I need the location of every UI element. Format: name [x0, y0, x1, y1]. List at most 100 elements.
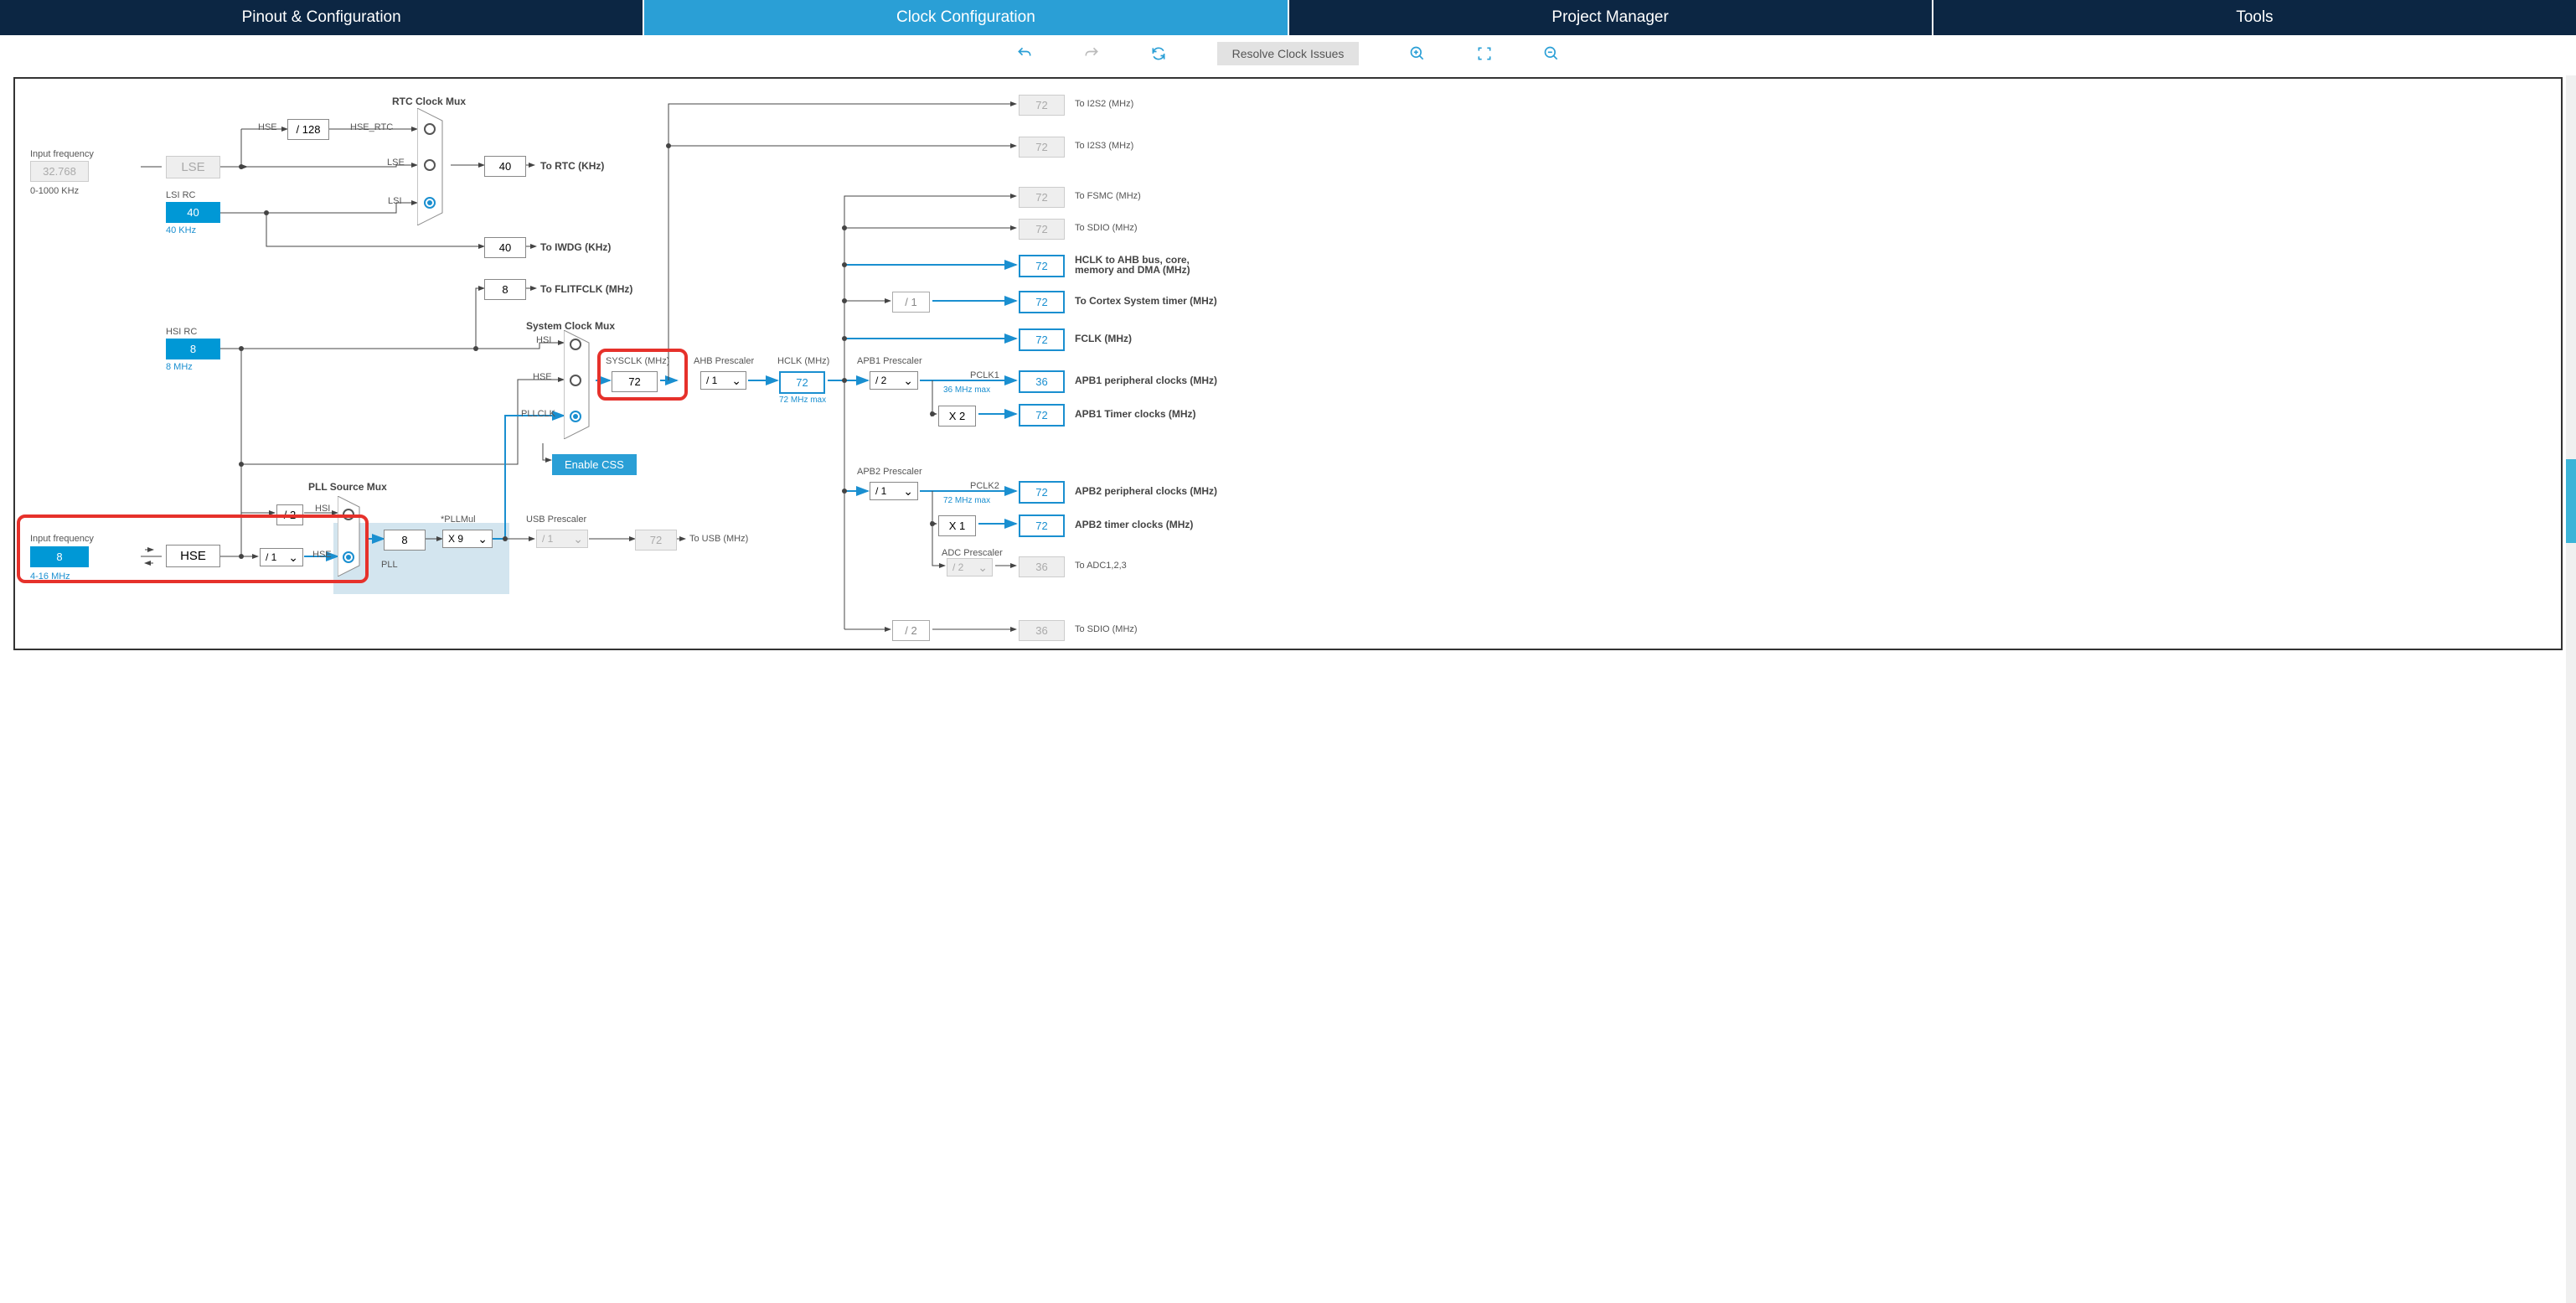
label-to-fsmc: To FSMC (MHz) [1075, 191, 1141, 201]
sdio-prescaler-box: / 2 [892, 620, 930, 641]
scrollbar-right[interactable] [2566, 75, 2576, 1303]
label-input-freq-top: Input frequency [30, 149, 94, 159]
refresh-icon[interactable] [1150, 45, 1167, 62]
i2s3-box: 72 [1019, 137, 1065, 158]
label-range-bot: 4-16 MHz [30, 571, 70, 582]
sys-mux-hse-radio[interactable] [570, 375, 581, 385]
apb2-x-box: X 1 [938, 515, 976, 536]
label-apb1-periph: APB1 peripheral clocks (MHz) [1075, 375, 1217, 386]
label-to-i2s2: To I2S2 (MHz) [1075, 99, 1133, 109]
apb2-periph-box: 72 [1019, 481, 1065, 504]
toolbar: Resolve Clock Issues [0, 35, 2576, 72]
label-pllclk: PLLCLK [521, 409, 555, 419]
label-lsi-khz: 40 KHz [166, 225, 196, 235]
tab-clock[interactable]: Clock Configuration [644, 0, 1288, 35]
sdio-box: 72 [1019, 219, 1065, 240]
hclk-out-box: 72 [1019, 255, 1065, 277]
adc-out-box: 36 [1019, 556, 1065, 577]
usb-prescaler-select: / 1 [536, 530, 588, 548]
label-pclk1-max: 36 MHz max [943, 385, 990, 395]
label-hse-mux: HSE [312, 550, 332, 560]
label-lse-sig: LSE [387, 158, 405, 168]
label-range-top: 0-1000 KHz [30, 186, 79, 196]
i2s2-box: 72 [1019, 95, 1065, 116]
lsi-box: 40 [166, 202, 220, 223]
rtc-out-box[interactable]: 40 [484, 156, 526, 177]
label-hse-rtc: HSE_RTC [350, 122, 393, 132]
label-hclk: HCLK (MHz) [777, 356, 829, 366]
label-adc-pre: ADC Prescaler [942, 548, 1003, 558]
adc-prescaler-select: / 2 [947, 558, 993, 577]
label-pclk2-max: 72 MHz max [943, 496, 990, 505]
fclk-box: 72 [1019, 328, 1065, 351]
label-hsi-mux: HSI [315, 504, 330, 514]
label-lsi-sig: LSI [388, 196, 402, 206]
label-to-sdio: To SDIO (MHz) [1075, 223, 1138, 233]
hclk-box[interactable]: 72 [779, 371, 825, 394]
rtc-mux-lse-radio[interactable] [425, 160, 435, 170]
div128-box: / 128 [287, 119, 329, 140]
apb1-prescaler-select[interactable]: / 2 [870, 371, 918, 390]
redo-icon[interactable] [1083, 45, 1100, 62]
label-pclk2: PCLK2 [970, 481, 999, 491]
label-rtc-mux: RTC Clock Mux [392, 96, 466, 107]
tab-pinout[interactable]: Pinout & Configuration [0, 0, 644, 35]
label-pclk1: PCLK1 [970, 370, 999, 380]
label-apb2-timer: APB2 timer clocks (MHz) [1075, 519, 1193, 530]
rtc-mux-hse-radio[interactable] [425, 124, 435, 134]
label-hclk-ahb: HCLK to AHB bus, core, memory and DMA (M… [1075, 255, 1217, 275]
apb1-periph-box: 36 [1019, 370, 1065, 393]
apb1-timer-box: 72 [1019, 404, 1065, 427]
label-pllmul: *PLLMul [441, 514, 476, 525]
label-apb1-timer: APB1 Timer clocks (MHz) [1075, 408, 1196, 420]
zoom-out-icon[interactable] [1543, 45, 1560, 62]
apb1-x-box: X 2 [938, 406, 976, 427]
label-to-sdio2: To SDIO (MHz) [1075, 624, 1138, 634]
label-to-adc: To ADC1,2,3 [1075, 561, 1127, 571]
label-to-cortex: To Cortex System timer (MHz) [1075, 295, 1217, 307]
top-nav: Pinout & Configuration Clock Configurati… [0, 0, 2576, 35]
hse-prescaler-select[interactable]: / 1 [260, 548, 303, 566]
hsi-box: 8 [166, 339, 220, 359]
rtc-mux [417, 108, 452, 225]
label-apb2-periph: APB2 peripheral clocks (MHz) [1075, 485, 1217, 497]
undo-icon[interactable] [1016, 45, 1033, 62]
label-hsi-rc: HSI RC [166, 327, 197, 337]
lse-freq-box: 32.768 [30, 161, 89, 182]
label-hsi-mhz: 8 MHz [166, 362, 193, 372]
scrollbar-thumb[interactable] [2566, 459, 2576, 543]
label-hsi-sig: HSI [536, 335, 551, 345]
fit-icon[interactable] [1476, 45, 1493, 62]
hsi-div2-box: / 2 [276, 504, 303, 525]
label-hse-in: HSE [258, 122, 277, 132]
sysclk-box: 72 [612, 371, 658, 392]
hse-freq-box[interactable]: 8 [30, 546, 89, 567]
clock-diagram: Input frequency 32.768 0-1000 KHz LSE LS… [13, 77, 2563, 650]
apb2-timer-box: 72 [1019, 514, 1065, 537]
label-pll: PLL [381, 560, 398, 570]
lse-box: LSE [166, 156, 220, 178]
label-ahb-pre: AHB Prescaler [694, 356, 754, 366]
fsmc-box: 72 [1019, 187, 1065, 208]
label-fclk: FCLK (MHz) [1075, 333, 1132, 344]
label-to-rtc: To RTC (KHz) [540, 160, 604, 172]
label-to-flitf: To FLITFCLK (MHz) [540, 283, 632, 295]
cortex-out-box: 72 [1019, 291, 1065, 313]
sys-mux-hsi-radio[interactable] [570, 339, 581, 349]
label-hclk-max: 72 MHz max [779, 396, 826, 405]
resolve-button[interactable]: Resolve Clock Issues [1217, 42, 1360, 65]
label-to-iwdg: To IWDG (KHz) [540, 241, 611, 253]
usb-box: 72 [635, 530, 677, 551]
label-hse-sig: HSE [533, 372, 552, 382]
apb2-prescaler-select[interactable]: / 1 [870, 482, 918, 500]
zoom-in-icon[interactable] [1409, 45, 1426, 62]
label-to-usb: To USB (MHz) [689, 534, 748, 544]
flitf-box: 8 [484, 279, 526, 300]
ahb-prescaler-select[interactable]: / 1 [700, 371, 746, 390]
enable-css-button[interactable]: Enable CSS [552, 454, 637, 475]
label-sysclk: SYSCLK (MHz) [606, 356, 669, 366]
tab-project[interactable]: Project Manager [1289, 0, 1933, 35]
pll-mux-hsi-radio[interactable] [343, 509, 354, 520]
pllmul-select[interactable]: X 9 [442, 530, 493, 548]
tab-tools[interactable]: Tools [1933, 0, 2576, 35]
